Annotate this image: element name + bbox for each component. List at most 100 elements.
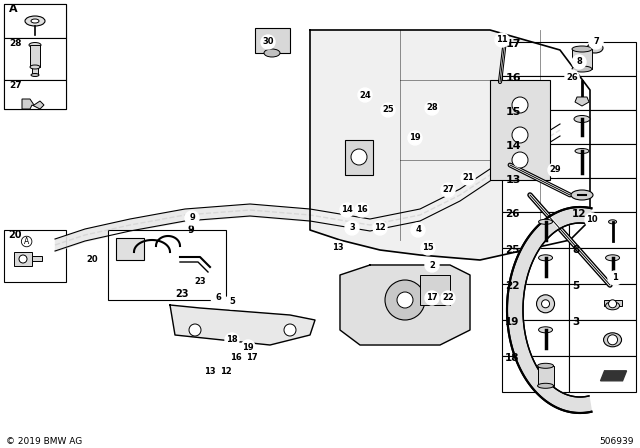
- Text: 19: 19: [242, 343, 254, 352]
- Text: 9: 9: [188, 225, 195, 235]
- Text: 23: 23: [194, 277, 206, 287]
- Circle shape: [203, 365, 217, 379]
- Circle shape: [351, 149, 367, 165]
- Text: 20: 20: [86, 255, 98, 264]
- Circle shape: [585, 213, 599, 227]
- Circle shape: [441, 291, 455, 305]
- Bar: [569, 212, 636, 248]
- Bar: [502, 320, 569, 356]
- Text: 9: 9: [189, 214, 195, 223]
- Text: 14: 14: [506, 141, 522, 151]
- Bar: [32, 67, 38, 75]
- Bar: [502, 248, 569, 284]
- Circle shape: [608, 271, 622, 285]
- Circle shape: [211, 291, 225, 305]
- Circle shape: [408, 131, 422, 145]
- Text: 1: 1: [612, 273, 618, 283]
- Text: 5: 5: [229, 297, 235, 306]
- Text: 7: 7: [593, 38, 599, 47]
- Ellipse shape: [538, 220, 552, 224]
- Circle shape: [425, 101, 439, 115]
- Ellipse shape: [264, 49, 280, 57]
- Circle shape: [193, 275, 207, 289]
- Ellipse shape: [572, 66, 592, 72]
- Circle shape: [425, 291, 439, 305]
- Circle shape: [358, 88, 372, 102]
- Circle shape: [229, 350, 243, 364]
- Bar: [569, 284, 636, 320]
- Bar: [4, 80, 66, 109]
- Text: 17: 17: [506, 39, 522, 49]
- Bar: [490, 80, 550, 180]
- Text: 14: 14: [341, 206, 353, 215]
- Circle shape: [340, 203, 354, 217]
- Ellipse shape: [605, 302, 620, 310]
- Circle shape: [225, 333, 239, 347]
- Circle shape: [284, 324, 296, 336]
- Text: 12: 12: [220, 367, 232, 376]
- Circle shape: [397, 292, 413, 308]
- Circle shape: [189, 324, 201, 336]
- Polygon shape: [340, 265, 470, 345]
- Circle shape: [19, 255, 27, 263]
- Ellipse shape: [31, 19, 39, 23]
- Text: 22: 22: [442, 293, 454, 302]
- Text: 22: 22: [505, 281, 520, 291]
- Ellipse shape: [538, 255, 552, 261]
- Text: 26: 26: [566, 73, 578, 82]
- Bar: [420, 275, 450, 305]
- Circle shape: [373, 221, 387, 235]
- Bar: [502, 144, 636, 178]
- Text: 29: 29: [549, 165, 561, 175]
- Circle shape: [572, 55, 586, 69]
- Circle shape: [512, 152, 528, 168]
- Circle shape: [421, 241, 435, 255]
- Circle shape: [245, 350, 259, 364]
- Bar: [502, 284, 569, 320]
- Text: 16: 16: [356, 206, 368, 215]
- Ellipse shape: [31, 73, 39, 77]
- Circle shape: [261, 35, 275, 49]
- Text: 20: 20: [8, 230, 22, 240]
- Text: 12: 12: [374, 224, 386, 233]
- Bar: [30, 45, 40, 67]
- Ellipse shape: [574, 116, 590, 122]
- Ellipse shape: [609, 220, 616, 224]
- Text: 15: 15: [506, 107, 522, 117]
- Bar: [4, 230, 66, 282]
- Polygon shape: [507, 207, 591, 413]
- Bar: [14, 252, 32, 266]
- Text: 13: 13: [332, 244, 344, 253]
- Ellipse shape: [29, 43, 41, 47]
- Text: 19: 19: [409, 134, 421, 142]
- Text: 17: 17: [426, 293, 438, 302]
- Bar: [116, 238, 144, 260]
- Ellipse shape: [25, 16, 45, 26]
- Ellipse shape: [587, 43, 603, 53]
- Polygon shape: [575, 97, 589, 106]
- Bar: [4, 4, 66, 109]
- Bar: [502, 110, 636, 144]
- Circle shape: [411, 223, 425, 237]
- Circle shape: [512, 97, 528, 113]
- Text: A: A: [24, 237, 29, 246]
- Ellipse shape: [572, 46, 592, 52]
- Text: 28: 28: [426, 103, 438, 112]
- Bar: [502, 178, 636, 212]
- Circle shape: [536, 295, 554, 313]
- Text: 28: 28: [9, 39, 22, 48]
- Bar: [4, 38, 66, 80]
- Circle shape: [548, 163, 562, 177]
- Circle shape: [385, 280, 425, 320]
- Ellipse shape: [605, 255, 620, 261]
- Text: 24: 24: [359, 90, 371, 99]
- Text: 4: 4: [415, 225, 421, 234]
- Bar: [108, 230, 226, 300]
- Bar: [502, 356, 569, 392]
- Text: 19: 19: [505, 317, 520, 327]
- Ellipse shape: [604, 333, 621, 347]
- Polygon shape: [22, 99, 44, 109]
- Ellipse shape: [30, 65, 40, 69]
- Ellipse shape: [538, 327, 552, 333]
- Circle shape: [461, 171, 475, 185]
